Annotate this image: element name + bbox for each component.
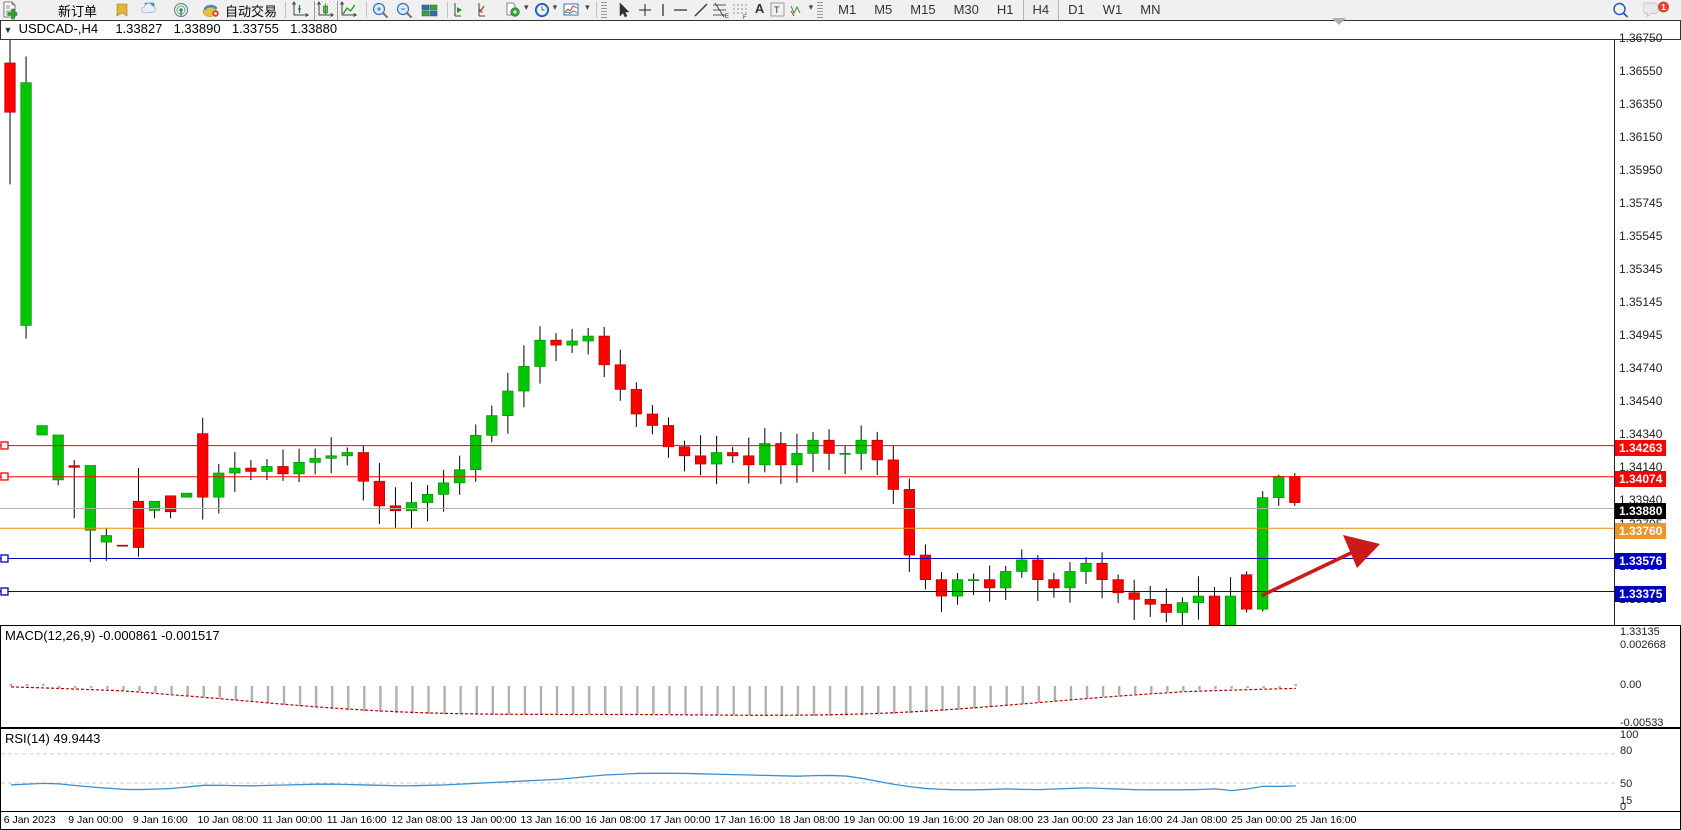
svg-text:T: T: [774, 5, 780, 15]
svg-text:E: E: [725, 14, 729, 20]
svg-text:F: F: [743, 15, 747, 20]
svg-text:1: 1: [1661, 2, 1666, 12]
